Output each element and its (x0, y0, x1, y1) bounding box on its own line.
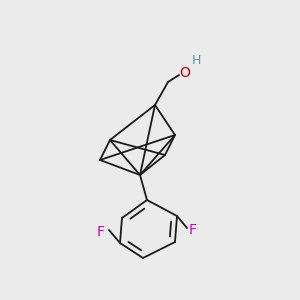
Text: F: F (189, 223, 197, 237)
Text: H: H (191, 55, 201, 68)
Text: F: F (97, 225, 105, 239)
Text: O: O (180, 66, 190, 80)
